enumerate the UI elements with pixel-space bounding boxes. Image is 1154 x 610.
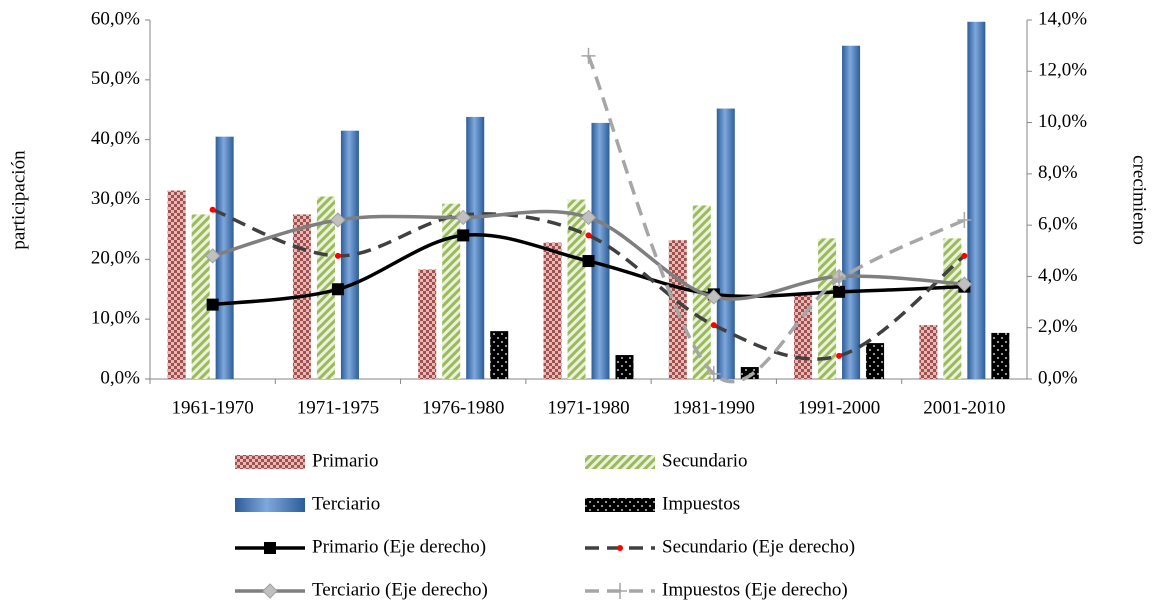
bar	[991, 332, 1010, 379]
marker	[209, 206, 216, 213]
y-axis-title: participación	[8, 150, 29, 250]
y-tick-label: 60,0%	[91, 8, 140, 29]
marker	[582, 255, 595, 268]
bar	[490, 331, 509, 379]
x-tick-label: 1981-1990	[673, 397, 755, 418]
bar	[340, 130, 359, 379]
bar	[615, 355, 634, 379]
bar	[866, 343, 885, 379]
marker	[832, 270, 847, 287]
bar	[740, 367, 759, 379]
bar	[818, 238, 837, 379]
y2-tick-label: 14,0%	[1038, 8, 1087, 29]
bar	[716, 108, 735, 379]
y-tick-label: 40,0%	[91, 128, 140, 149]
marker	[330, 212, 346, 228]
legend-label: Primario (Eje derecho)	[312, 536, 486, 557]
marker	[581, 47, 596, 64]
bar	[191, 214, 210, 379]
x-tick-label: 1971-1980	[547, 397, 629, 418]
marker	[710, 322, 717, 329]
y-tick-label: 30,0%	[91, 188, 140, 209]
legend-label: Impuestos	[662, 493, 740, 514]
y-tick-label: 50,0%	[91, 68, 140, 89]
legend-label: Terciario	[312, 493, 380, 514]
legend-label: Primario	[312, 450, 379, 471]
marker	[613, 583, 627, 599]
marker	[585, 232, 592, 239]
bar	[543, 242, 562, 379]
marker	[836, 352, 843, 359]
bar	[215, 136, 234, 379]
bar	[842, 45, 861, 379]
marker	[457, 229, 470, 242]
marker	[264, 542, 276, 554]
marker	[706, 289, 722, 305]
y2-tick-label: 4,0%	[1038, 265, 1078, 286]
legend-swatch	[235, 498, 305, 512]
y2-tick-label: 2,0%	[1038, 316, 1078, 337]
y2-tick-label: 6,0%	[1038, 214, 1078, 235]
marker	[204, 248, 221, 264]
bar	[466, 116, 485, 380]
marker	[262, 583, 278, 599]
marker	[206, 298, 219, 311]
legend-label: Secundario	[662, 450, 747, 471]
y-tick-label: 10,0%	[91, 308, 140, 329]
bar	[943, 238, 962, 379]
marker	[956, 276, 973, 292]
x-tick-label: 2001-2010	[923, 397, 1005, 418]
marker	[617, 545, 623, 551]
legend-label: Impuestos (Eje derecho)	[662, 579, 848, 600]
marker	[961, 252, 968, 259]
line	[586, 55, 966, 384]
x-tick-label: 1971-1975	[297, 397, 379, 418]
bar	[919, 325, 938, 379]
legend-swatch	[235, 455, 305, 469]
bar	[418, 269, 437, 379]
marker	[833, 285, 846, 298]
y-tick-label: 0,0%	[100, 367, 140, 388]
marker	[580, 209, 597, 226]
bar	[591, 122, 610, 379]
y2-tick-label: 0,0%	[1038, 367, 1078, 388]
marker	[957, 212, 972, 229]
x-tick-label: 1961-1970	[171, 397, 253, 418]
y2-tick-label: 8,0%	[1038, 162, 1078, 183]
marker	[331, 283, 344, 296]
bar	[567, 199, 586, 379]
y2-axis-title: crecimiento	[1129, 155, 1150, 245]
legend-swatch	[585, 455, 655, 469]
marker	[706, 365, 721, 382]
bar	[967, 21, 986, 379]
legend-label: Secundario (Eje derecho)	[662, 536, 855, 557]
marker	[334, 252, 341, 259]
y2-tick-label: 10,0%	[1038, 111, 1087, 132]
bar	[167, 190, 186, 379]
y-tick-label: 20,0%	[91, 248, 140, 269]
marker	[455, 209, 471, 226]
x-tick-label: 1991-2000	[798, 397, 880, 418]
legend-label: Terciario (Eje derecho)	[312, 579, 488, 600]
x-tick-label: 1976-1980	[422, 397, 504, 418]
legend-swatch	[585, 498, 655, 512]
bar	[442, 203, 461, 379]
bar	[316, 196, 335, 379]
y2-tick-label: 12,0%	[1038, 60, 1087, 81]
